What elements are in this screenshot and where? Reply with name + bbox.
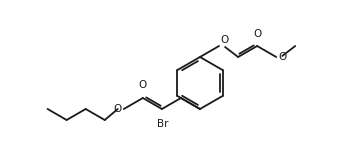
Text: Br: Br xyxy=(157,119,169,129)
Text: O: O xyxy=(139,80,147,90)
Text: O: O xyxy=(253,29,261,39)
Text: O: O xyxy=(113,104,122,114)
Text: O: O xyxy=(220,35,228,45)
Text: O: O xyxy=(278,52,287,62)
